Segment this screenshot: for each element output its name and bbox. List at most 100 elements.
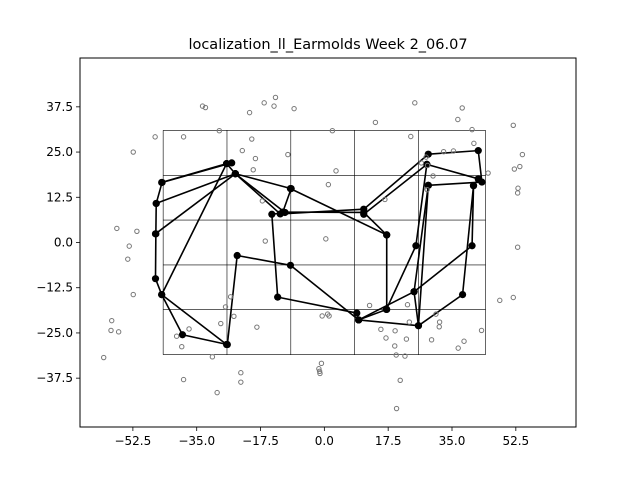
polygon-layer — [151, 147, 486, 349]
response-points — [101, 94, 526, 412]
response-point — [471, 140, 477, 147]
path-vertex — [355, 316, 363, 324]
response-point — [408, 133, 414, 140]
response-point — [404, 302, 411, 308]
response-point — [402, 353, 408, 359]
x-tick-label: 35.0 — [439, 434, 466, 448]
response-point — [517, 163, 523, 170]
response-point — [455, 345, 461, 351]
response-point — [109, 317, 115, 324]
path-vertex — [223, 340, 231, 349]
response-point — [218, 320, 224, 327]
response-point — [238, 379, 244, 385]
response-point — [180, 376, 187, 383]
response-point — [366, 302, 373, 309]
response-point — [285, 151, 291, 158]
response-point — [412, 100, 418, 106]
response-point — [252, 155, 259, 162]
response-point — [249, 136, 255, 142]
response-point — [316, 368, 323, 374]
path-vertex — [410, 288, 418, 296]
response-point — [115, 329, 122, 335]
y-tick-label: 25.0 — [46, 145, 73, 159]
path-vertex — [268, 210, 276, 218]
y-tick-label: 12.5 — [46, 190, 73, 204]
response-point — [372, 119, 379, 126]
path-vertex — [382, 305, 390, 314]
chart-title: localization_ll_Earmolds Week 2_06.07 — [188, 37, 467, 53]
response-point — [423, 154, 429, 160]
response-point — [259, 198, 266, 204]
x-tick-label: −17.5 — [242, 434, 279, 448]
path-vertex — [158, 178, 166, 187]
response-point — [326, 313, 332, 319]
response-point — [397, 377, 403, 384]
response-point — [510, 122, 516, 128]
response-point — [478, 327, 485, 334]
response-point — [179, 343, 185, 350]
response-point — [250, 167, 256, 173]
response-point — [216, 128, 223, 134]
y-tick-label: 37.5 — [46, 100, 73, 114]
response-point — [114, 225, 120, 232]
response-point — [319, 313, 325, 319]
response-point — [261, 100, 267, 106]
response-point — [418, 160, 425, 166]
path-vertex — [286, 261, 295, 269]
response-point — [262, 238, 268, 244]
response-point — [469, 126, 475, 133]
path-vertex — [414, 322, 423, 330]
localization-path — [290, 187, 388, 236]
response-point — [403, 336, 410, 342]
x-tick-label: −52.5 — [114, 434, 151, 448]
response-point — [227, 294, 234, 300]
y-tick-label: −25.0 — [36, 326, 73, 340]
response-point — [455, 116, 461, 123]
response-point — [239, 147, 245, 154]
plot-frame — [79, 57, 577, 428]
response-point — [393, 405, 400, 412]
localization-path — [155, 149, 483, 321]
response-point — [125, 256, 131, 262]
response-point — [406, 319, 413, 325]
x-tick-label: 52.5 — [502, 434, 529, 448]
response-point — [134, 228, 140, 234]
response-point — [173, 333, 180, 339]
y-tick-label: 0.0 — [54, 236, 73, 250]
path-vertex — [383, 231, 391, 239]
response-point — [436, 319, 443, 325]
response-point — [461, 338, 467, 344]
path-vertex — [231, 170, 239, 178]
localization-path — [155, 173, 236, 235]
path-vertex — [152, 199, 160, 208]
response-point — [511, 166, 518, 172]
response-point — [430, 173, 436, 179]
response-point — [440, 148, 447, 155]
response-point — [510, 294, 516, 301]
path-vertex — [178, 331, 187, 339]
response-point — [382, 196, 388, 203]
response-point — [378, 326, 384, 333]
response-point — [254, 324, 260, 330]
response-point — [424, 162, 431, 169]
x-axis-ticks: −52.5 −35.0 −17.5 0.0 17.5 35.0 52.5 — [114, 427, 529, 448]
response-point — [180, 134, 187, 140]
path-vertex — [233, 251, 241, 260]
response-point — [333, 168, 339, 174]
response-point — [186, 326, 192, 332]
response-point — [209, 354, 216, 360]
response-point — [514, 244, 521, 250]
response-point — [393, 352, 399, 358]
path-vertex — [223, 160, 231, 168]
y-axis-ticks: −37.5 −25.0 −12.5 0.0 12.5 25.0 37.5 — [36, 100, 80, 385]
y-tick-label: −37.5 — [36, 371, 73, 385]
path-vertex — [469, 182, 478, 190]
response-point — [291, 105, 297, 112]
response-point — [392, 328, 398, 334]
path-vertex — [474, 147, 482, 155]
response-point — [316, 366, 322, 372]
path-vertex — [274, 293, 282, 301]
response-point — [317, 370, 323, 377]
response-point — [318, 360, 325, 367]
response-point — [459, 105, 465, 111]
